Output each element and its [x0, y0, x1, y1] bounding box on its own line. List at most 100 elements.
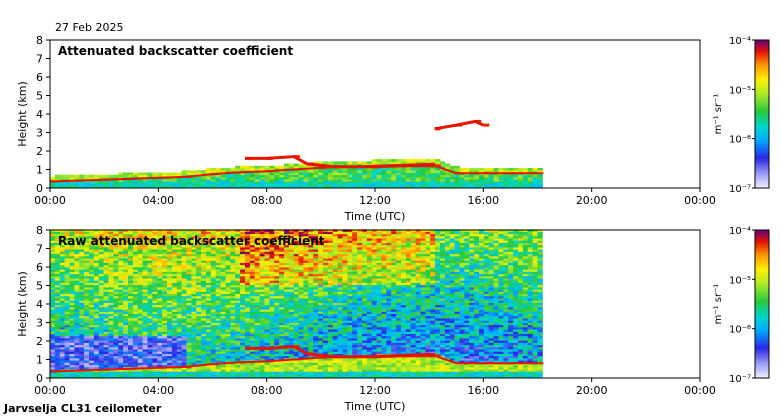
heatmap-cell [152, 338, 158, 341]
heatmap-cell [274, 318, 280, 321]
heatmap-cell [318, 311, 324, 314]
heatmap-cell [245, 255, 251, 259]
heatmap-cell [162, 284, 168, 288]
heatmap-cell [103, 229, 109, 232]
heatmap-cell [171, 322, 178, 326]
heatmap-cell [89, 238, 95, 241]
heatmap-cell [181, 358, 187, 361]
heatmap-cell [201, 240, 207, 243]
heatmap-cell [440, 174, 446, 178]
heatmap-cell [235, 300, 241, 303]
heatmap-cell [181, 309, 187, 312]
colorbar-step [755, 99, 769, 103]
heatmap-cell [64, 255, 70, 259]
heatmap-cell [240, 362, 246, 366]
heatmap-cell [210, 307, 217, 310]
heatmap-cell [132, 295, 139, 299]
heatmap-cell [59, 322, 66, 326]
heatmap-cell [279, 298, 285, 301]
heatmap-cell [54, 293, 61, 297]
heatmap-cell [206, 278, 212, 281]
heatmap-cell [186, 269, 192, 272]
heatmap-cell [240, 267, 246, 270]
heatmap-cell [513, 170, 519, 173]
heatmap-cell [171, 282, 178, 286]
heatmap-cell [396, 185, 402, 189]
heatmap-cell [108, 183, 114, 187]
heatmap-cell [483, 170, 490, 173]
heatmap-cell [337, 163, 343, 167]
heatmap-cell [162, 229, 168, 232]
heatmap-cell [444, 170, 451, 173]
heatmap-cell [269, 291, 275, 294]
heatmap-cell [308, 344, 314, 348]
heatmap-cell [259, 295, 265, 299]
heatmap-cell [230, 298, 236, 301]
heatmap-cell [113, 287, 119, 290]
heatmap-cell [93, 233, 100, 237]
heatmap-cell [64, 344, 70, 348]
heatmap-cell [128, 324, 134, 328]
heatmap-cell [93, 238, 100, 241]
heatmap-cell [210, 176, 217, 180]
heatmap-cell [54, 344, 61, 348]
heatmap-cell [464, 181, 470, 184]
heatmap-cell [79, 349, 85, 352]
heatmap-cell [327, 335, 334, 339]
heatmap-cell [132, 355, 139, 359]
heatmap-cell [376, 176, 382, 180]
colorbar-step [755, 153, 769, 157]
heatmap-cell [84, 320, 90, 323]
heatmap-cell [318, 364, 324, 368]
heatmap-cell [128, 179, 134, 182]
heatmap-cell [162, 331, 168, 334]
heatmap-cell [167, 275, 173, 279]
heatmap-cell [235, 264, 241, 268]
heatmap-cell [137, 293, 144, 297]
heatmap-cell [254, 349, 260, 352]
heatmap-cell [118, 229, 124, 232]
heatmap-cell [74, 242, 80, 246]
heatmap-cell [220, 255, 226, 259]
heatmap-cell [215, 174, 221, 178]
heatmap-cell [313, 168, 319, 171]
heatmap-cell [274, 233, 280, 237]
heatmap-cell [50, 181, 56, 184]
heatmap-cell [84, 326, 90, 330]
heatmap-cell [128, 255, 134, 259]
heatmap-cell [54, 322, 61, 326]
heatmap-cell [132, 242, 139, 246]
heatmap-cell [142, 331, 148, 334]
heatmap-cell [137, 364, 144, 368]
heatmap-cell [327, 326, 334, 330]
heatmap-cell [210, 320, 217, 323]
heatmap-cell [64, 295, 70, 299]
heatmap-cell [74, 362, 80, 366]
x-tick-label: 20:00 [576, 194, 608, 207]
heatmap-cell [293, 233, 299, 237]
heatmap-cell [249, 260, 256, 263]
heatmap-cell [74, 271, 80, 274]
heatmap-cell [498, 183, 504, 187]
heatmap-cell [123, 280, 129, 283]
heatmap-cell [128, 258, 134, 261]
heatmap-cell [196, 284, 202, 288]
heatmap-cell [303, 342, 309, 346]
heatmap-cell [288, 293, 295, 297]
heatmap-cell [171, 287, 178, 290]
heatmap-cell [298, 353, 304, 357]
heatmap-cell [254, 176, 260, 180]
heatmap-cell [284, 373, 290, 377]
heatmap-cell [230, 267, 236, 270]
heatmap-cell [249, 293, 256, 297]
heatmap-cell [327, 349, 334, 352]
heatmap-cell [215, 338, 221, 341]
heatmap-cell [537, 168, 543, 171]
colorbar-step [755, 133, 769, 137]
heatmap-cell [210, 366, 217, 370]
heatmap-cell [79, 260, 85, 263]
heatmap-cell [206, 326, 212, 330]
heatmap-cell [50, 273, 56, 277]
heatmap-cell [157, 172, 163, 176]
colorbar-step [755, 42, 769, 46]
